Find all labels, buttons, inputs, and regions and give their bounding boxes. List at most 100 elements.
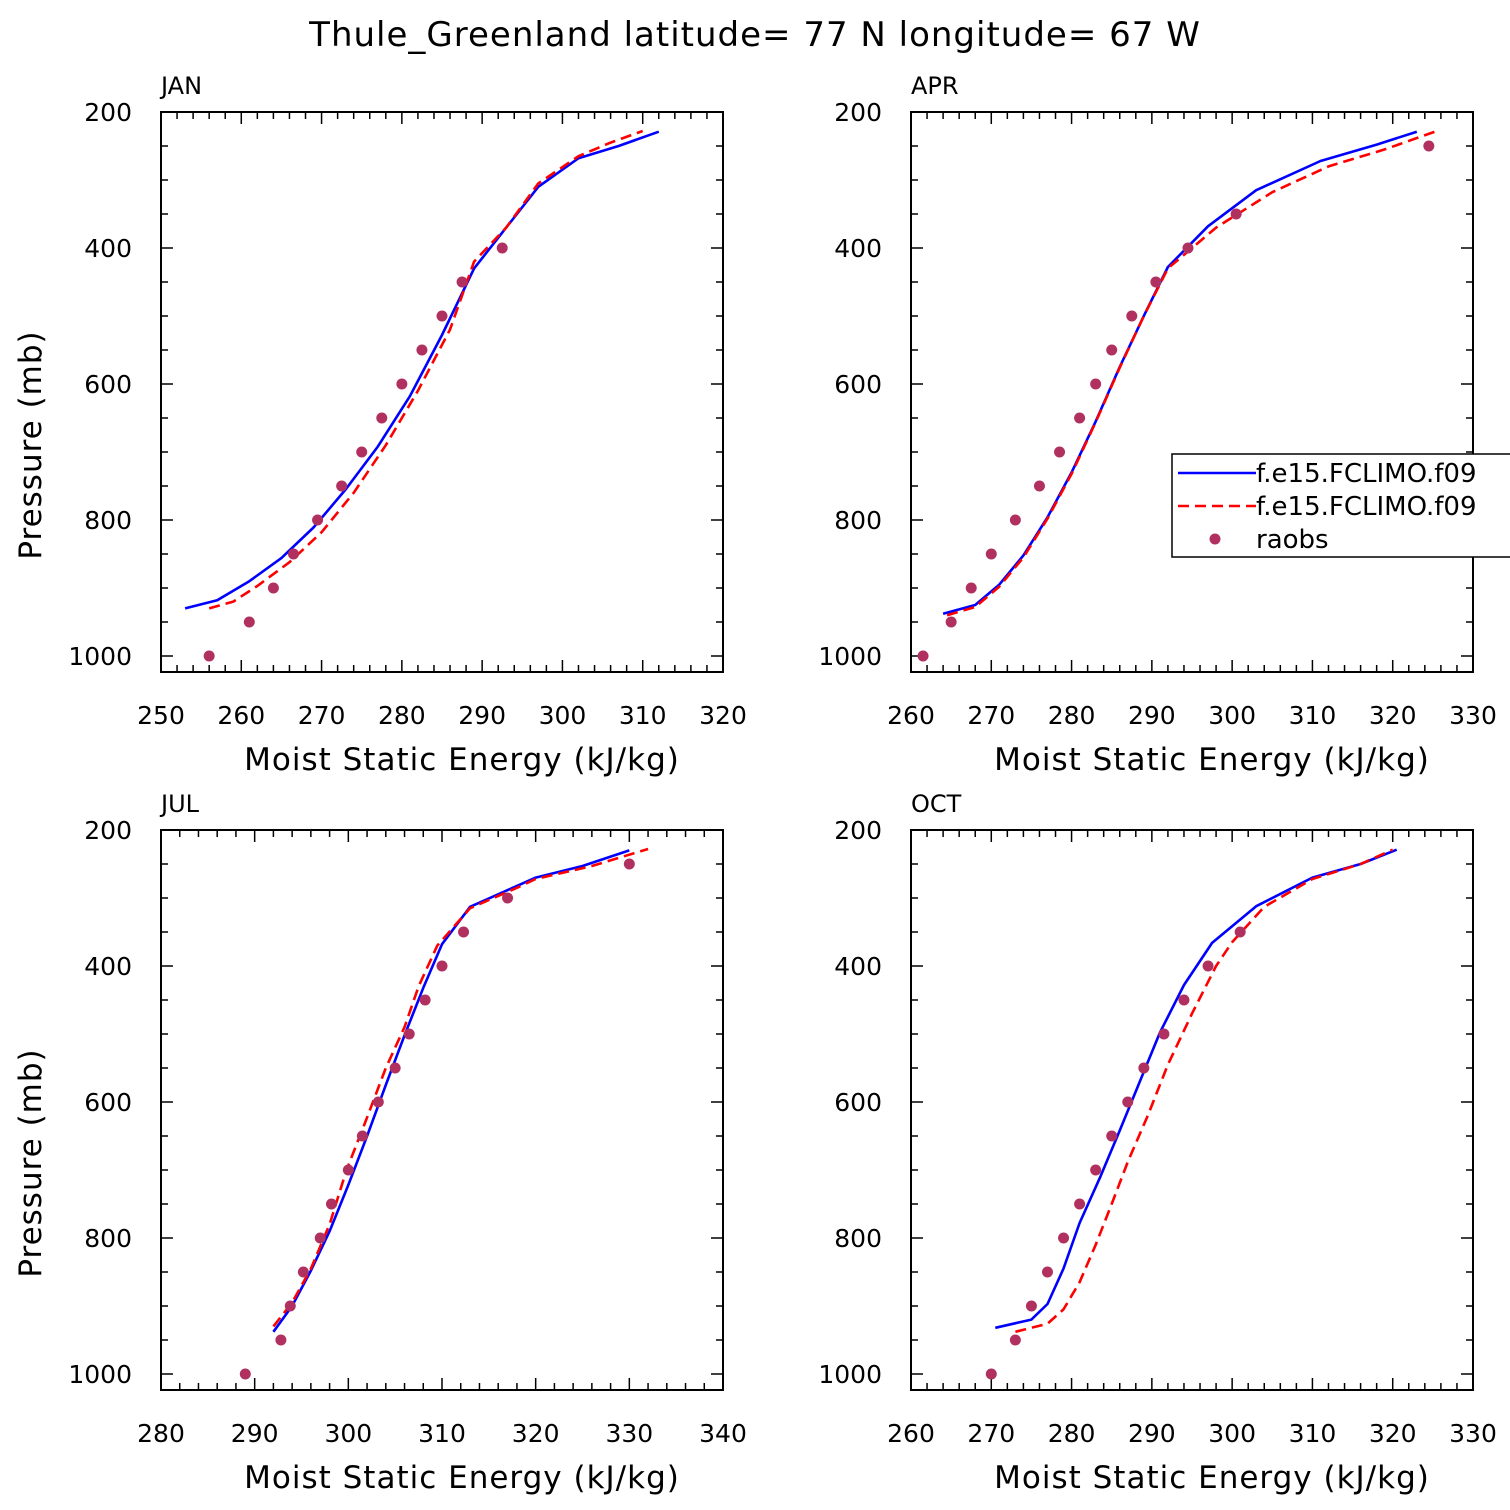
y-tick-label: 1000 (68, 1360, 132, 1389)
raobs-point (325, 1198, 337, 1210)
raobs-point (965, 582, 977, 594)
x-tick-label: 290 (458, 701, 506, 730)
x-tick-label: 280 (1048, 1419, 1096, 1448)
raobs-point (623, 858, 635, 870)
y-tick-label: 400 (84, 234, 132, 263)
x-tick-label: 280 (1048, 701, 1096, 730)
y-tick-label: 600 (84, 370, 132, 399)
x-axis-title: Moist Static Energy (kJ/kg) (244, 1460, 680, 1496)
x-tick-label: 330 (605, 1419, 653, 1448)
x-tick-label: 260 (217, 701, 265, 730)
legend-marker-raobs (1209, 533, 1221, 545)
raobs-point (1106, 1130, 1118, 1142)
raobs-point (297, 1266, 309, 1278)
raobs-point (436, 310, 448, 322)
legend-label: raobs (1256, 525, 1329, 555)
raobs-point (1033, 480, 1045, 492)
x-tick-label: 290 (231, 1419, 279, 1448)
raobs-point (1182, 242, 1194, 254)
panel-jul: JUL 280 290 300 310 320 330 340 200 400 600 800 1000… (13, 790, 747, 1496)
x-tick-label: 330 (1449, 701, 1497, 730)
raobs-point (312, 514, 324, 526)
x-tick-label: 270 (298, 701, 346, 730)
raobs-point (275, 1334, 287, 1346)
y-tick-label: 800 (834, 1224, 882, 1253)
series-line-dashed (208, 129, 644, 610)
raobs-point (287, 548, 299, 560)
raobs-point (1126, 310, 1138, 322)
x-tick-label: 290 (1128, 701, 1176, 730)
raobs-point (1234, 926, 1246, 938)
legend-label: f.e15.FCLIMO.f09 (1256, 459, 1476, 489)
raobs-point (1150, 276, 1162, 288)
x-tick-label: 270 (967, 1419, 1015, 1448)
y-tick-label: 400 (834, 952, 882, 981)
y-tick-label: 1000 (818, 642, 882, 671)
raobs-point (203, 650, 215, 662)
panel-label: OCT (911, 790, 962, 818)
raobs-point (1009, 1334, 1021, 1346)
x-axis-title: Moist Static Energy (kJ/kg) (994, 1460, 1430, 1496)
raobs-point (1025, 1300, 1037, 1312)
series-line-dashed (1015, 848, 1394, 1334)
raobs-point (284, 1300, 296, 1312)
x-tick-label: 340 (699, 1419, 747, 1448)
legend-box (1171, 453, 1510, 558)
x-tick-label: 260 (887, 701, 935, 730)
x-tick-label: 290 (1128, 1419, 1176, 1448)
panel-jan: JAN 250 260 270 280 290 300 310 320 200 400 600 800 1… (13, 72, 747, 778)
raobs-point (458, 926, 470, 938)
raobs-point (356, 1130, 368, 1142)
raobs-point (1106, 344, 1118, 356)
x-tick-label: 320 (512, 1419, 560, 1448)
raobs-point (1178, 994, 1190, 1006)
plot-frame (910, 829, 1474, 1391)
y-axis-title: Pressure (mb) (13, 330, 49, 559)
x-tick-label: 300 (539, 701, 587, 730)
panel-oct: OCT 260 270 280 290 300 310 320 330 200 400 600 800 1… (818, 790, 1496, 1496)
raobs-point (1074, 412, 1086, 424)
y-tick-label: 800 (834, 506, 882, 535)
raobs-point (356, 446, 368, 458)
raobs-point (1090, 378, 1102, 390)
plot-frame (910, 111, 1474, 673)
x-tick-label: 270 (967, 701, 1015, 730)
x-tick-label: 320 (699, 701, 747, 730)
x-tick-label: 300 (1208, 1419, 1256, 1448)
panel-label: APR (911, 72, 959, 100)
raobs-point (1202, 960, 1214, 972)
y-tick-label: 1000 (68, 642, 132, 671)
raobs-point (243, 616, 255, 628)
raobs-point (1090, 1164, 1102, 1176)
panel-label: JAN (159, 72, 202, 100)
raobs-point (456, 276, 468, 288)
raobs-point (1122, 1096, 1134, 1108)
y-tick-label: 1000 (818, 1360, 882, 1389)
plot-frame (160, 111, 724, 673)
raobs-point (1138, 1062, 1150, 1074)
raobs-point (1009, 514, 1021, 526)
raobs-point (1054, 446, 1066, 458)
panel-apr: APR 260 270 280 290 300 310 320 330 200 400 600 800 1… (818, 72, 1510, 778)
x-axis-title: Moist Static Energy (kJ/kg) (994, 742, 1430, 778)
raobs-point (419, 994, 431, 1006)
y-tick-label: 600 (84, 1088, 132, 1117)
y-tick-label: 400 (834, 234, 882, 263)
y-tick-label: 200 (84, 98, 132, 127)
raobs-point (336, 480, 348, 492)
y-tick-label: 600 (834, 1088, 882, 1117)
raobs-point (314, 1232, 326, 1244)
y-tick-label: 600 (834, 370, 882, 399)
panels: JAN 250 260 270 280 290 300 310 320 200 400 600 800 1… (13, 72, 1510, 1496)
x-tick-label: 310 (1289, 701, 1337, 730)
raobs-point (1158, 1028, 1170, 1040)
raobs-point (1423, 140, 1435, 152)
raobs-point (436, 960, 448, 972)
panel-label: JUL (159, 790, 200, 818)
raobs-point (945, 616, 957, 628)
x-tick-label: 310 (619, 701, 667, 730)
x-tick-label: 250 (137, 701, 185, 730)
